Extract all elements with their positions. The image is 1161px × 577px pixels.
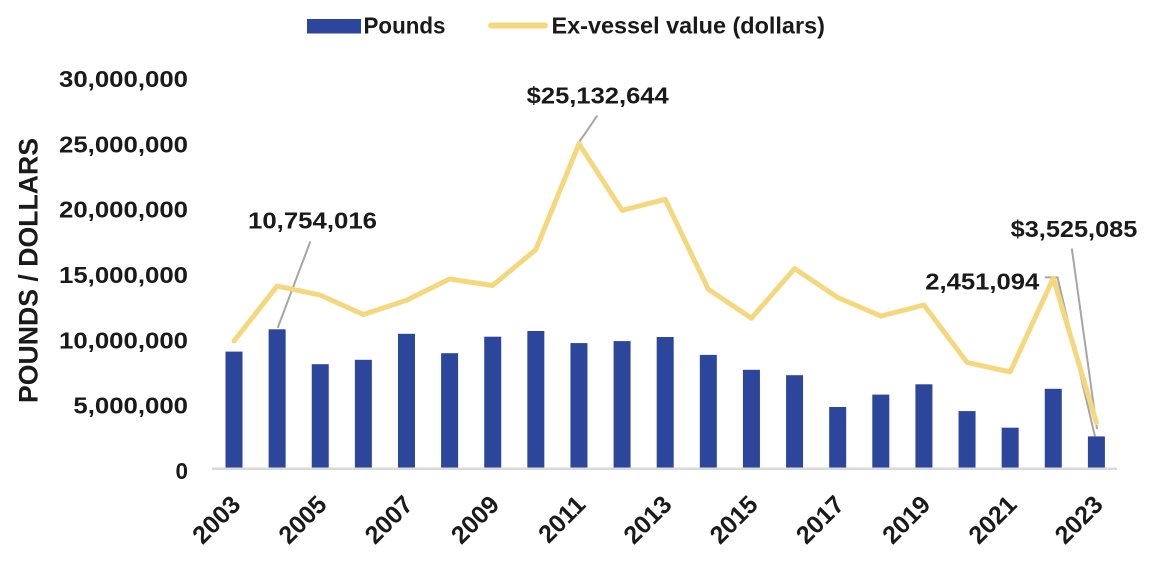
svg-text:2023: 2023 [1050,490,1109,549]
svg-text:10,000,000: 10,000,000 [59,327,188,353]
svg-text:2011: 2011 [533,490,591,548]
svg-text:15,000,000: 15,000,000 [59,262,188,288]
svg-text:5,000,000: 5,000,000 [73,393,188,419]
svg-text:2021: 2021 [963,490,1022,549]
svg-text:Pounds: Pounds [364,13,446,39]
svg-text:25,000,000: 25,000,000 [59,131,188,157]
svg-text:$25,132,644: $25,132,644 [527,83,669,109]
svg-text:2019: 2019 [877,490,936,549]
svg-text:0: 0 [176,458,189,484]
svg-text:2003: 2003 [187,490,246,549]
svg-text:2013: 2013 [618,490,677,549]
svg-text:30,000,000: 30,000,000 [59,66,188,92]
svg-text:$3,525,085: $3,525,085 [1011,216,1138,242]
svg-text:10,754,016: 10,754,016 [248,207,377,233]
svg-text:POUNDS / DOLLARS: POUNDS / DOLLARS [14,138,44,403]
svg-text:2009: 2009 [446,490,505,549]
svg-text:2,451,094: 2,451,094 [925,268,1039,294]
svg-text:20,000,000: 20,000,000 [59,197,188,223]
svg-text:2005: 2005 [273,490,332,549]
svg-text:2015: 2015 [705,490,764,549]
svg-text:2007: 2007 [360,490,419,549]
svg-text:Ex-vessel value (dollars): Ex-vessel value (dollars) [552,13,825,39]
svg-text:2017: 2017 [791,490,850,549]
